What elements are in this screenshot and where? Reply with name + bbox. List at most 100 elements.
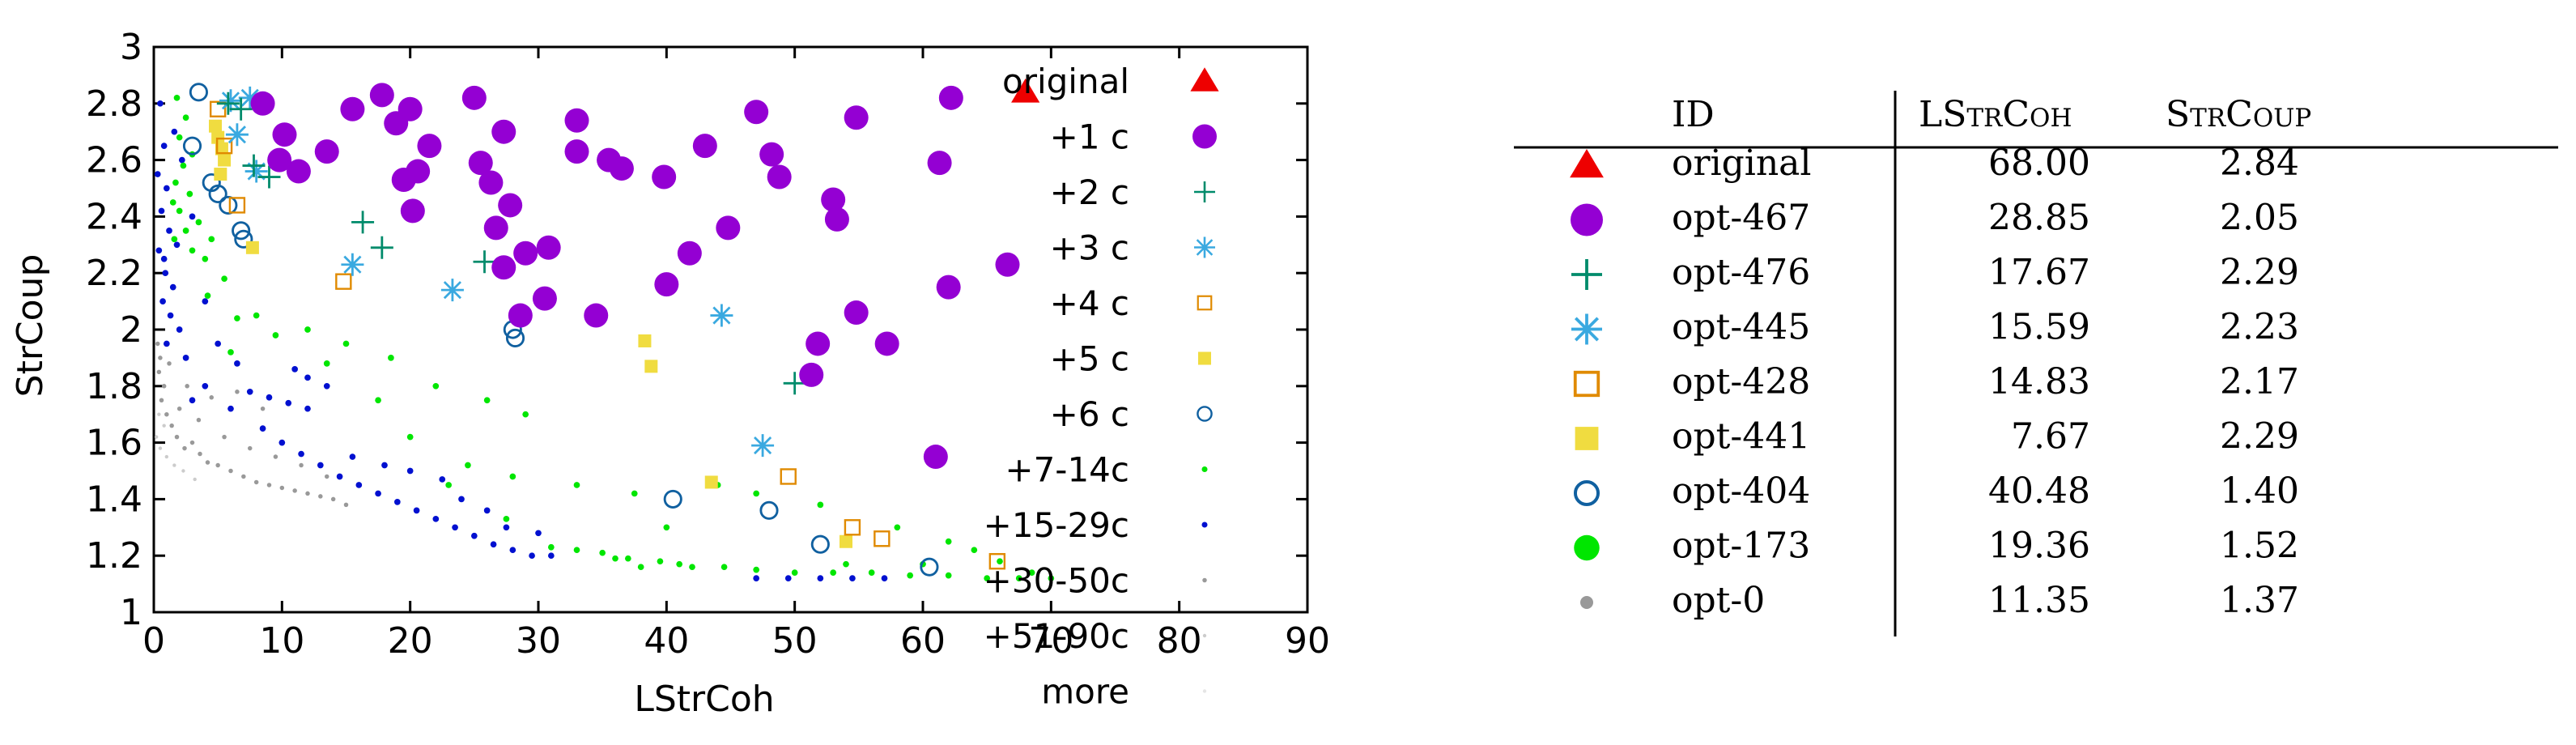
x-tick-label: 40 bbox=[644, 620, 689, 662]
legend-marker bbox=[1201, 522, 1208, 528]
data-point bbox=[160, 255, 168, 262]
cell-id: opt-476 bbox=[1672, 252, 1810, 293]
data-point bbox=[171, 128, 178, 135]
data-point bbox=[470, 532, 478, 539]
y-tick-label: 1.4 bbox=[86, 479, 142, 520]
data-point bbox=[676, 560, 683, 568]
data-point bbox=[228, 468, 233, 474]
data-point bbox=[945, 538, 952, 545]
plot-area: 0 10 20 30 40 50 60 70 80 90 1 1.2 1.4 1.6 1.8 2 2.2 2.4 2… bbox=[86, 27, 1328, 662]
y-tick-label: 1 bbox=[120, 592, 142, 633]
data-point bbox=[202, 298, 209, 304]
data-point bbox=[657, 558, 664, 565]
data-point bbox=[637, 564, 644, 570]
data-point bbox=[234, 315, 240, 321]
data-point bbox=[172, 179, 179, 186]
data-point bbox=[780, 468, 797, 485]
legend-marker bbox=[1190, 67, 1219, 92]
data-point bbox=[498, 193, 523, 218]
data-point bbox=[406, 433, 414, 441]
data-point bbox=[988, 552, 1006, 570]
data-point bbox=[314, 139, 339, 164]
table-body: original 68.00 2.84 opt-467 28.85 2.05 opt-476… bbox=[1570, 143, 2299, 621]
y-tick-label: 1.6 bbox=[86, 423, 142, 464]
data-point bbox=[180, 162, 187, 169]
data-point bbox=[154, 435, 159, 439]
row-marker bbox=[1573, 479, 1600, 507]
data-point bbox=[266, 483, 272, 487]
series--4-c bbox=[209, 100, 1006, 570]
data-point bbox=[349, 453, 356, 460]
data-point bbox=[824, 206, 849, 232]
data-point bbox=[228, 197, 246, 214]
data-point bbox=[246, 388, 253, 395]
data-point bbox=[483, 507, 491, 514]
series--15-29c bbox=[154, 100, 888, 581]
cell-lstrcoh: 28.85 bbox=[1988, 198, 2090, 239]
x-tick-label: 30 bbox=[516, 620, 561, 662]
table-row: opt-445 15.59 2.23 bbox=[1571, 307, 2299, 348]
data-point bbox=[874, 331, 899, 356]
data-point bbox=[215, 340, 222, 347]
legend-marker bbox=[1192, 124, 1217, 149]
data-point bbox=[945, 572, 952, 579]
data-point bbox=[810, 534, 830, 554]
data-point bbox=[215, 462, 220, 468]
data-point bbox=[830, 569, 837, 576]
data-point bbox=[509, 547, 516, 554]
x-tick-label: 70 bbox=[1028, 620, 1073, 662]
y-tick-label: 2 bbox=[120, 309, 142, 351]
data-point bbox=[767, 164, 792, 189]
data-point bbox=[340, 96, 365, 121]
data-point bbox=[821, 187, 846, 212]
data-point bbox=[375, 490, 381, 497]
data-point bbox=[204, 292, 211, 299]
data-point bbox=[209, 395, 214, 400]
data-point bbox=[1028, 569, 1035, 576]
cell-id: opt-428 bbox=[1672, 361, 1810, 402]
data-point bbox=[413, 507, 420, 514]
cell-strcoup: 2.17 bbox=[2220, 361, 2299, 402]
data-point bbox=[652, 164, 677, 189]
x-axis-label: LStrCoh bbox=[634, 679, 774, 720]
data-point bbox=[381, 462, 388, 469]
data-point bbox=[244, 160, 268, 183]
data-point bbox=[844, 105, 869, 130]
legend-marker bbox=[1197, 295, 1213, 311]
data-point bbox=[547, 543, 555, 551]
data-point bbox=[189, 247, 196, 254]
data-point bbox=[432, 515, 440, 522]
data-point bbox=[182, 228, 189, 234]
data-point bbox=[304, 405, 311, 412]
data-point bbox=[164, 454, 169, 459]
data-point bbox=[689, 564, 695, 570]
data-point bbox=[286, 159, 311, 184]
data-point bbox=[189, 213, 196, 220]
cell-strcoup: 2.05 bbox=[2220, 198, 2299, 239]
data-point bbox=[173, 241, 181, 249]
data-point bbox=[1048, 575, 1055, 581]
data-point bbox=[186, 190, 193, 198]
data-point bbox=[849, 575, 856, 581]
table-row: opt-441 7.67 2.29 bbox=[1575, 416, 2299, 458]
data-point bbox=[535, 530, 542, 537]
data-point bbox=[536, 235, 561, 260]
data-point bbox=[178, 156, 185, 164]
data-point bbox=[355, 482, 363, 488]
data-point bbox=[250, 91, 275, 116]
data-point bbox=[663, 489, 682, 509]
data-point bbox=[285, 399, 292, 407]
data-point bbox=[185, 384, 189, 389]
data-point bbox=[704, 475, 718, 489]
data-point bbox=[205, 460, 210, 465]
data-point bbox=[323, 360, 330, 367]
data-point bbox=[291, 366, 299, 372]
cell-strcoup: 2.29 bbox=[2220, 416, 2299, 458]
cell-lstrcoh: 68.00 bbox=[1988, 143, 2090, 184]
row-marker bbox=[1571, 259, 1602, 290]
legend-label: original bbox=[1002, 62, 1129, 101]
data-point bbox=[156, 369, 162, 375]
data-point bbox=[162, 424, 166, 428]
header-lstrcoh: LStrCoh bbox=[1919, 94, 2072, 135]
data-point bbox=[305, 491, 310, 496]
